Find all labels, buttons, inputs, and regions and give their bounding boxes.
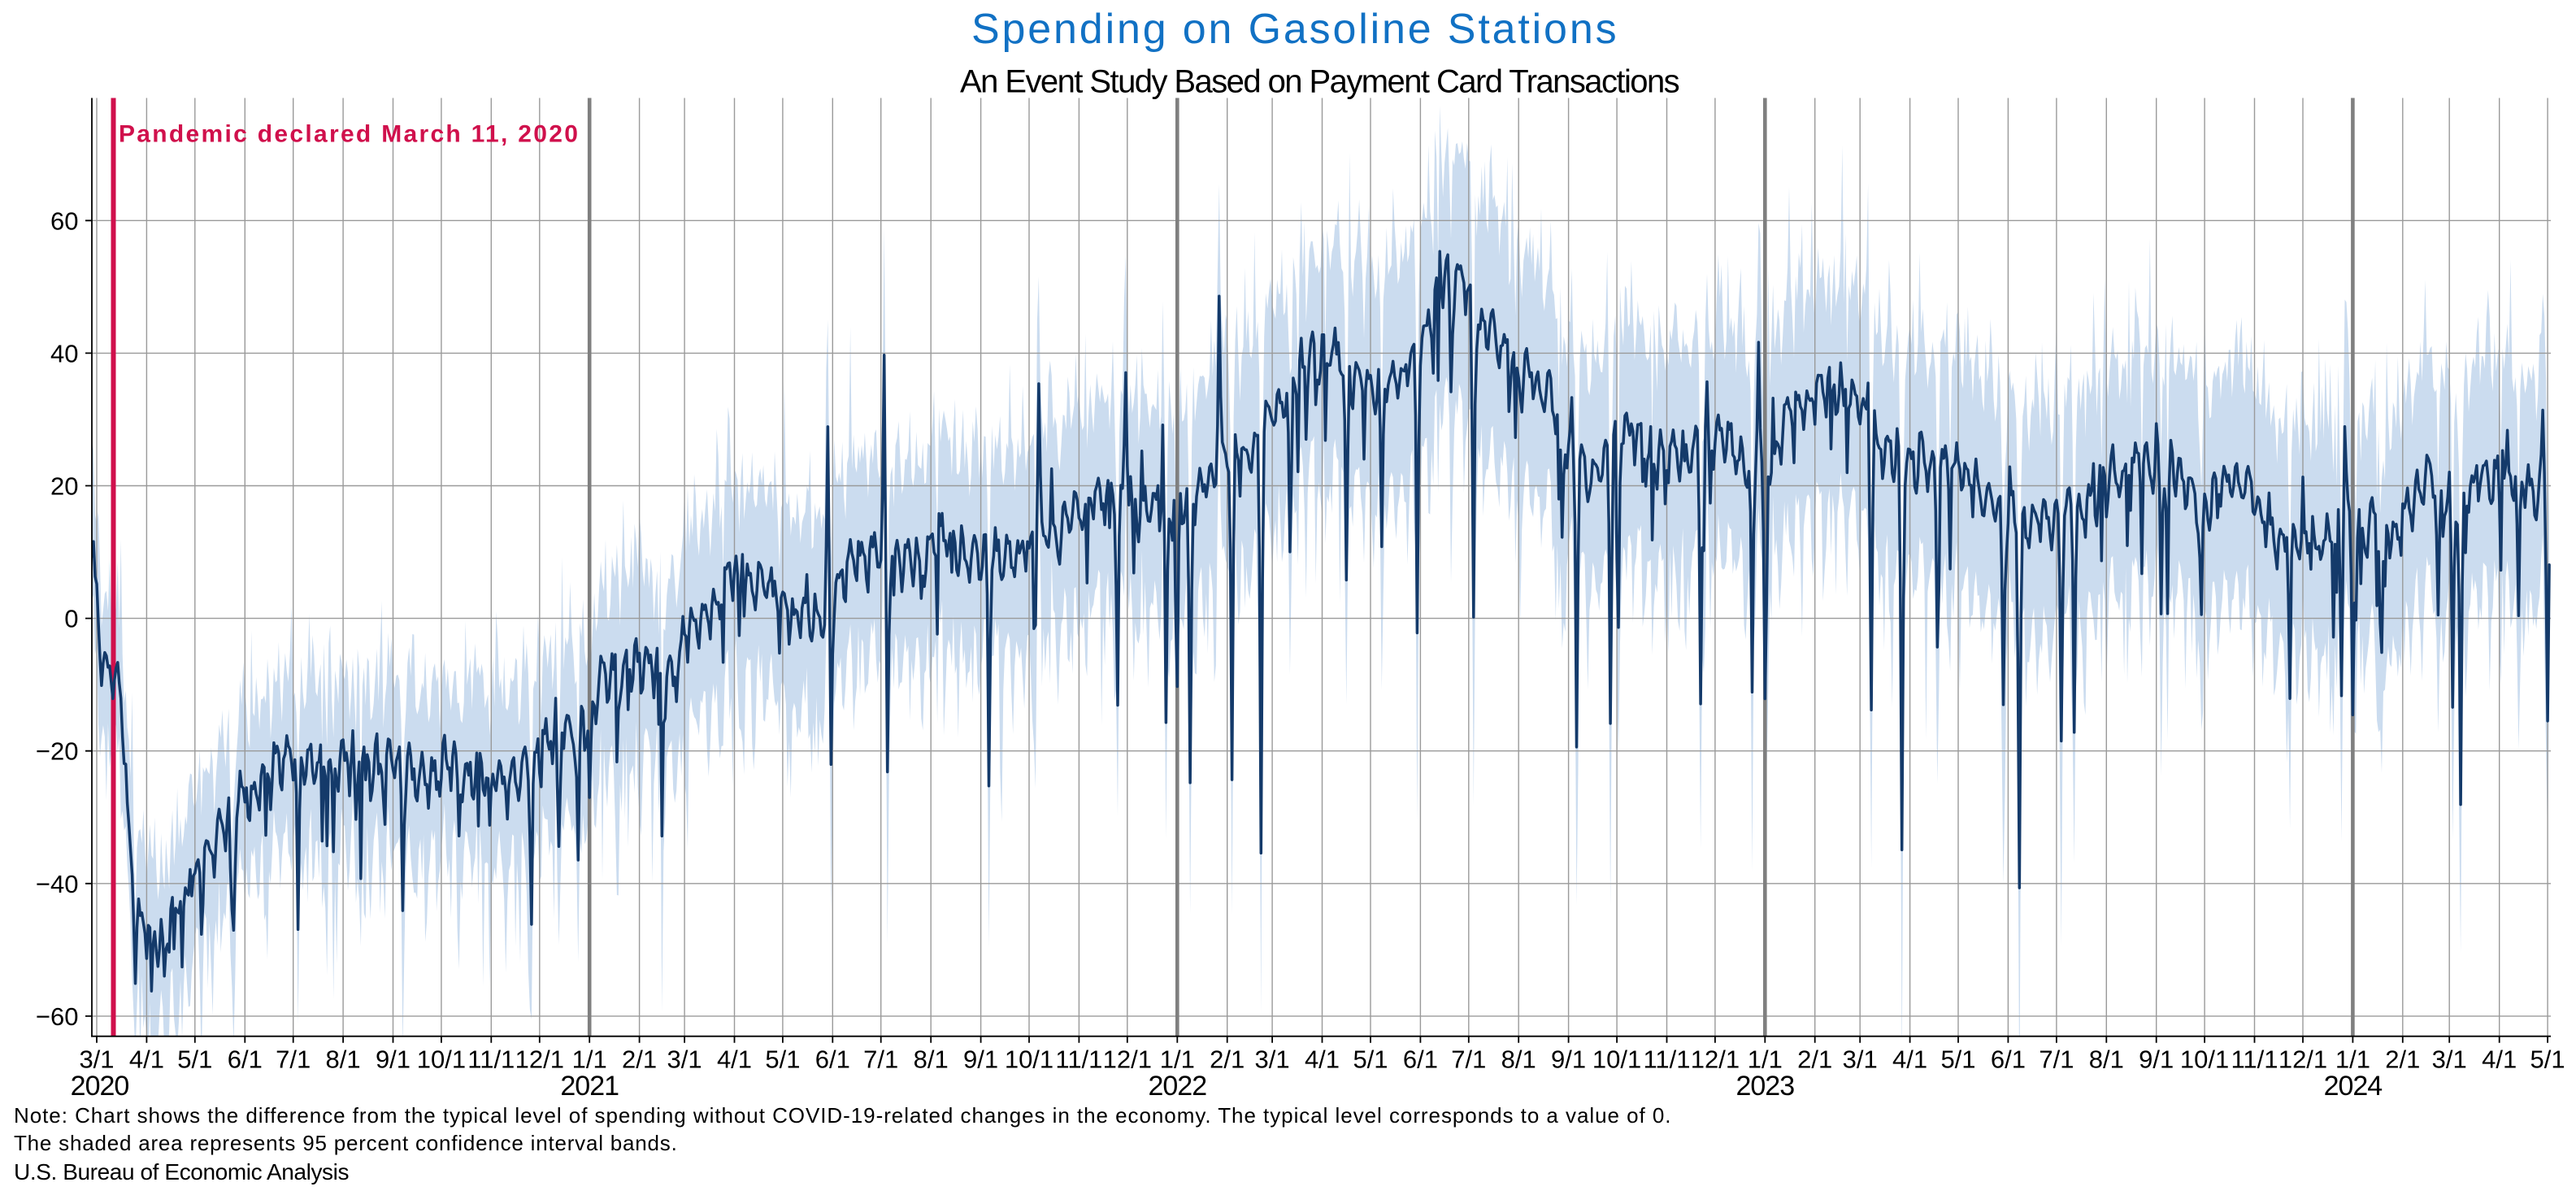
svg-text:1/1: 1/1	[1748, 1045, 1783, 1074]
svg-text:3/1: 3/1	[667, 1045, 702, 1074]
svg-text:4/1: 4/1	[129, 1045, 164, 1074]
svg-text:5/1: 5/1	[1353, 1045, 1388, 1074]
svg-text:9/1: 9/1	[376, 1045, 411, 1074]
svg-text:−40: −40	[36, 870, 79, 898]
svg-text:9/1: 9/1	[963, 1045, 998, 1074]
svg-text:11/1: 11/1	[2231, 1045, 2278, 1074]
svg-text:12/1: 12/1	[1691, 1045, 1740, 1074]
svg-text:−60: −60	[36, 1002, 79, 1031]
svg-text:Spending on Gasoline Stations: Spending on Gasoline Stations	[971, 6, 1618, 53]
svg-text:12/1: 12/1	[2278, 1045, 2327, 1074]
svg-text:8/1: 8/1	[1501, 1045, 1536, 1074]
svg-text:10/1: 10/1	[1592, 1045, 1641, 1074]
svg-text:Pandemic declared March 11, 20: Pandemic declared March 11, 2020	[119, 121, 580, 148]
svg-text:3/1: 3/1	[1255, 1045, 1290, 1074]
svg-text:5/1: 5/1	[765, 1045, 800, 1074]
svg-text:8/1: 8/1	[326, 1045, 361, 1074]
svg-text:2021: 2021	[560, 1071, 619, 1102]
svg-text:6/1: 6/1	[1991, 1045, 2026, 1074]
svg-text:2023: 2023	[1735, 1071, 1794, 1102]
svg-text:U.S. Bureau of Economic Analys: U.S. Bureau of Economic Analysis	[14, 1159, 349, 1184]
svg-text:5/1: 5/1	[177, 1045, 212, 1074]
svg-text:1/1: 1/1	[572, 1045, 607, 1074]
svg-text:An Event Study Based on Paymen: An Event Study Based on Payment Card Tra…	[960, 64, 1679, 100]
svg-text:6/1: 6/1	[228, 1045, 263, 1074]
svg-text:8/1: 8/1	[2089, 1045, 2124, 1074]
svg-text:10/1: 10/1	[2180, 1045, 2229, 1074]
svg-text:5/1: 5/1	[1940, 1045, 1975, 1074]
svg-text:2024: 2024	[2324, 1071, 2383, 1102]
svg-text:1/1: 1/1	[1160, 1045, 1195, 1074]
svg-text:3/1: 3/1	[2432, 1045, 2467, 1074]
svg-text:7/1: 7/1	[863, 1045, 898, 1074]
svg-text:7/1: 7/1	[2039, 1045, 2074, 1074]
svg-text:10/1: 10/1	[417, 1045, 466, 1074]
svg-text:10/1: 10/1	[1005, 1045, 1053, 1074]
svg-text:4/1: 4/1	[2482, 1045, 2517, 1074]
svg-text:6/1: 6/1	[815, 1045, 850, 1074]
svg-text:12/1: 12/1	[1103, 1045, 1152, 1074]
svg-text:4/1: 4/1	[717, 1045, 752, 1074]
svg-text:40: 40	[50, 339, 78, 367]
svg-text:11/1: 11/1	[1643, 1045, 1690, 1074]
svg-text:8/1: 8/1	[914, 1045, 949, 1074]
svg-text:Note: Chart shows the differen: Note: Chart shows the difference from th…	[14, 1103, 1671, 1128]
svg-text:2022: 2022	[1148, 1071, 1206, 1102]
svg-text:11/1: 11/1	[1055, 1045, 1102, 1074]
svg-text:20: 20	[50, 472, 78, 501]
svg-text:9/1: 9/1	[2139, 1045, 2174, 1074]
svg-text:12/1: 12/1	[515, 1045, 564, 1074]
svg-text:The shaded area represents 95: The shaded area represents 95 percent co…	[14, 1131, 678, 1155]
svg-text:4/1: 4/1	[1305, 1045, 1340, 1074]
svg-text:60: 60	[50, 206, 78, 235]
svg-text:3/1: 3/1	[1843, 1045, 1878, 1074]
svg-text:11/1: 11/1	[467, 1045, 515, 1074]
svg-text:0: 0	[64, 605, 78, 633]
svg-text:2/1: 2/1	[1210, 1045, 1245, 1074]
svg-text:−20: −20	[36, 737, 79, 766]
svg-text:7/1: 7/1	[1451, 1045, 1486, 1074]
svg-text:1/1: 1/1	[2335, 1045, 2370, 1074]
svg-text:2/1: 2/1	[2385, 1045, 2420, 1074]
svg-text:6/1: 6/1	[1403, 1045, 1438, 1074]
svg-text:2/1: 2/1	[1797, 1045, 1832, 1074]
svg-text:2020: 2020	[71, 1071, 129, 1102]
svg-text:2/1: 2/1	[622, 1045, 657, 1074]
svg-text:3/1: 3/1	[79, 1045, 114, 1074]
svg-text:5/1: 5/1	[2530, 1045, 2565, 1074]
svg-text:4/1: 4/1	[1892, 1045, 1927, 1074]
svg-text:7/1: 7/1	[276, 1045, 311, 1074]
svg-text:9/1: 9/1	[1551, 1045, 1586, 1074]
